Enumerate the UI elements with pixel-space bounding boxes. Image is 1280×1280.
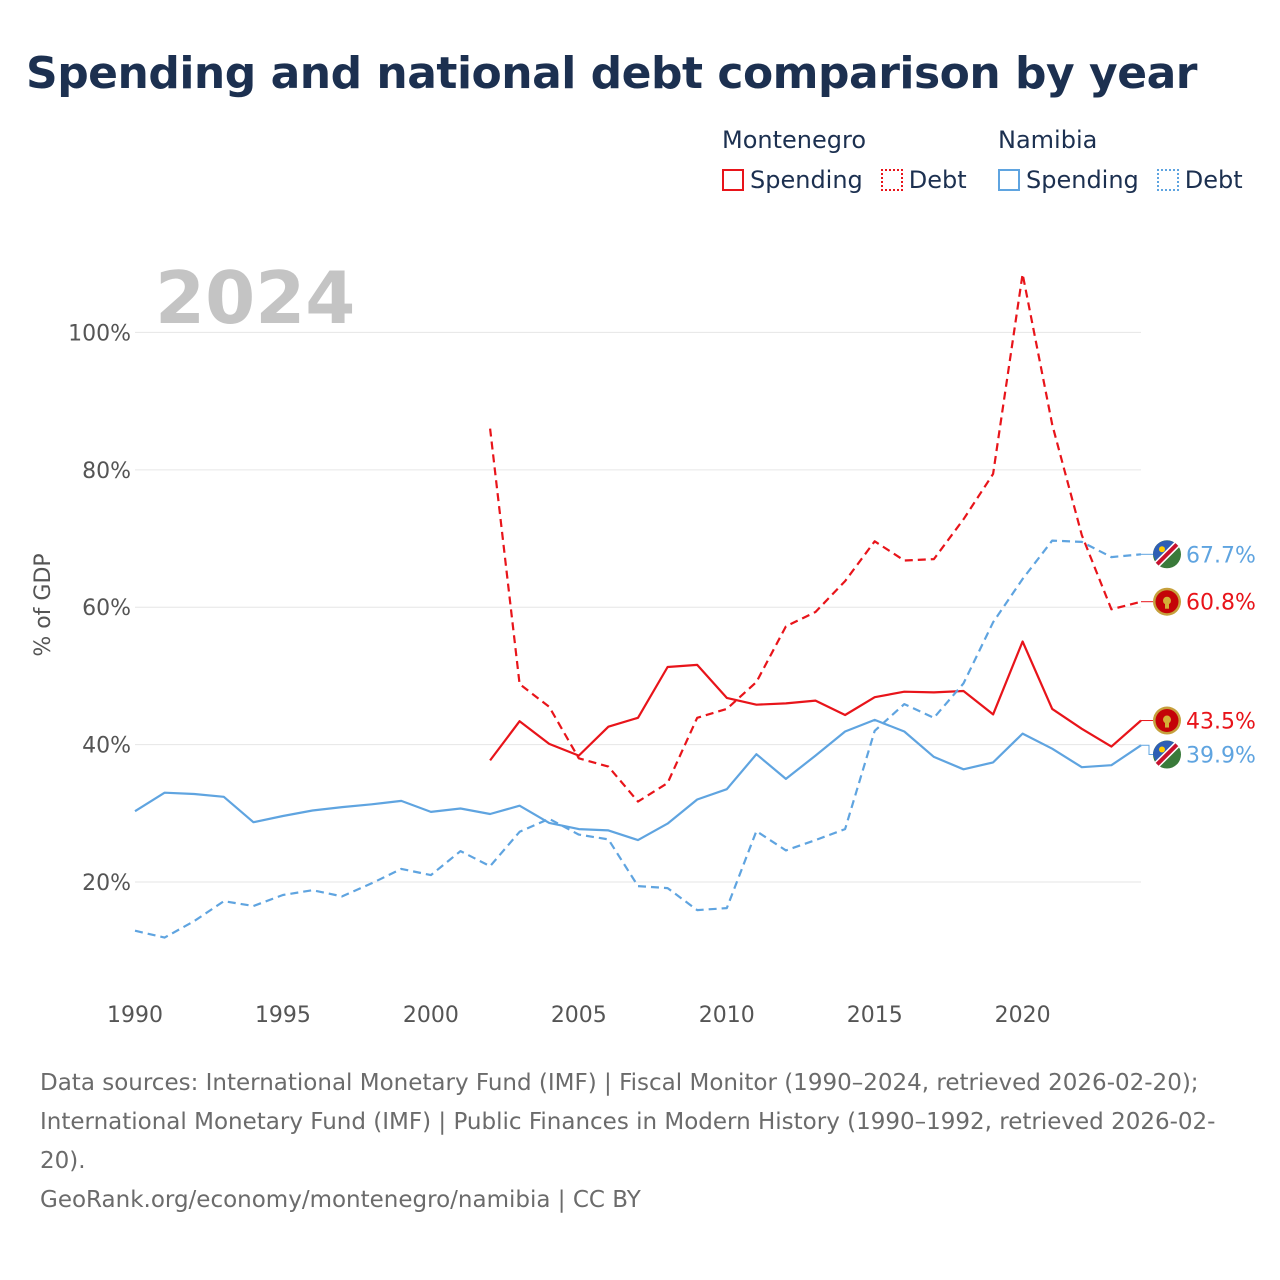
credit-text: GeoRank.org/economy/montenegro/namibia |…: [40, 1187, 641, 1213]
y-tick-label: 60%: [82, 596, 131, 621]
end-value-label: 39.9%: [1186, 744, 1256, 769]
solid-swatch-icon: [722, 169, 744, 191]
legend-country-montenegro: Montenegro: [722, 126, 867, 154]
end-value-label: 60.8%: [1186, 591, 1256, 616]
dotted-swatch-icon: [880, 169, 903, 191]
legend-item-montenegro-debt[interactable]: Debt: [880, 166, 967, 194]
legend-item-namibia-debt[interactable]: Debt: [1156, 166, 1243, 194]
flag-emblem-base: [1165, 603, 1169, 609]
y-tick-label: 20%: [82, 871, 131, 896]
line-chart: 20% 40% 60% 80% 100% 1990 1995 2000 2005 2010 2015…: [31, 256, 1256, 1028]
x-tick-label: 2020: [995, 1003, 1051, 1028]
y-axis-label: % of GDP: [31, 553, 56, 656]
series-line-montenegro-spending: [489, 640, 1142, 762]
series-line-montenegro-debt: [489, 272, 1142, 803]
legend-label-montenegro-debt: Debt: [908, 166, 967, 194]
flag-red-band: [1155, 543, 1179, 566]
flag-emblem-base: [1165, 722, 1169, 728]
end-value-label: 43.5%: [1186, 710, 1256, 735]
x-tick-label: 1995: [255, 1003, 311, 1028]
legend-item-namibia-spending[interactable]: Spending: [998, 166, 1139, 194]
flag-red-band: [1155, 743, 1179, 766]
footer: Data sources: International Monetary Fun…: [40, 1064, 1240, 1220]
legend-label-montenegro-spending: Spending: [750, 166, 863, 194]
x-tick-label: 1990: [107, 1003, 163, 1028]
x-tick-label: 2015: [847, 1003, 903, 1028]
end-value-label: 67.7%: [1186, 543, 1256, 568]
label-connector: [1141, 744, 1153, 756]
flag-sun: [1159, 546, 1165, 553]
legend-label-namibia-spending: Spending: [1026, 166, 1139, 194]
legend-country-namibia: Namibia: [998, 126, 1098, 154]
x-tick-label: 2010: [699, 1003, 755, 1028]
y-tick-label: 80%: [82, 459, 131, 484]
flag-emblem: [1163, 715, 1171, 724]
legend-label-namibia-debt: Debt: [1184, 166, 1243, 194]
solid-swatch-icon: [998, 169, 1020, 191]
y-tick-label: 100%: [68, 321, 131, 346]
y-tick-label: 40%: [82, 734, 131, 759]
x-tick-label: 2005: [551, 1003, 607, 1028]
series-line-namibia-spending: [134, 718, 1142, 842]
x-tick-label: 2000: [403, 1003, 459, 1028]
flag-emblem: [1163, 596, 1171, 605]
data-sources-text: Data sources: International Monetary Fun…: [40, 1070, 1216, 1174]
chart-title: Spending and national debt comparison by…: [26, 48, 1197, 99]
series-line-namibia-debt: [134, 539, 1142, 939]
legend-group-namibia: Namibia Spending Debt: [998, 122, 1243, 194]
flag-sun: [1159, 746, 1165, 753]
legend-group-montenegro: Montenegro Spending Debt: [722, 122, 967, 194]
year-label: 2024: [155, 256, 355, 340]
dotted-swatch-icon: [1156, 169, 1179, 191]
legend-item-montenegro-spending[interactable]: Spending: [722, 166, 863, 194]
